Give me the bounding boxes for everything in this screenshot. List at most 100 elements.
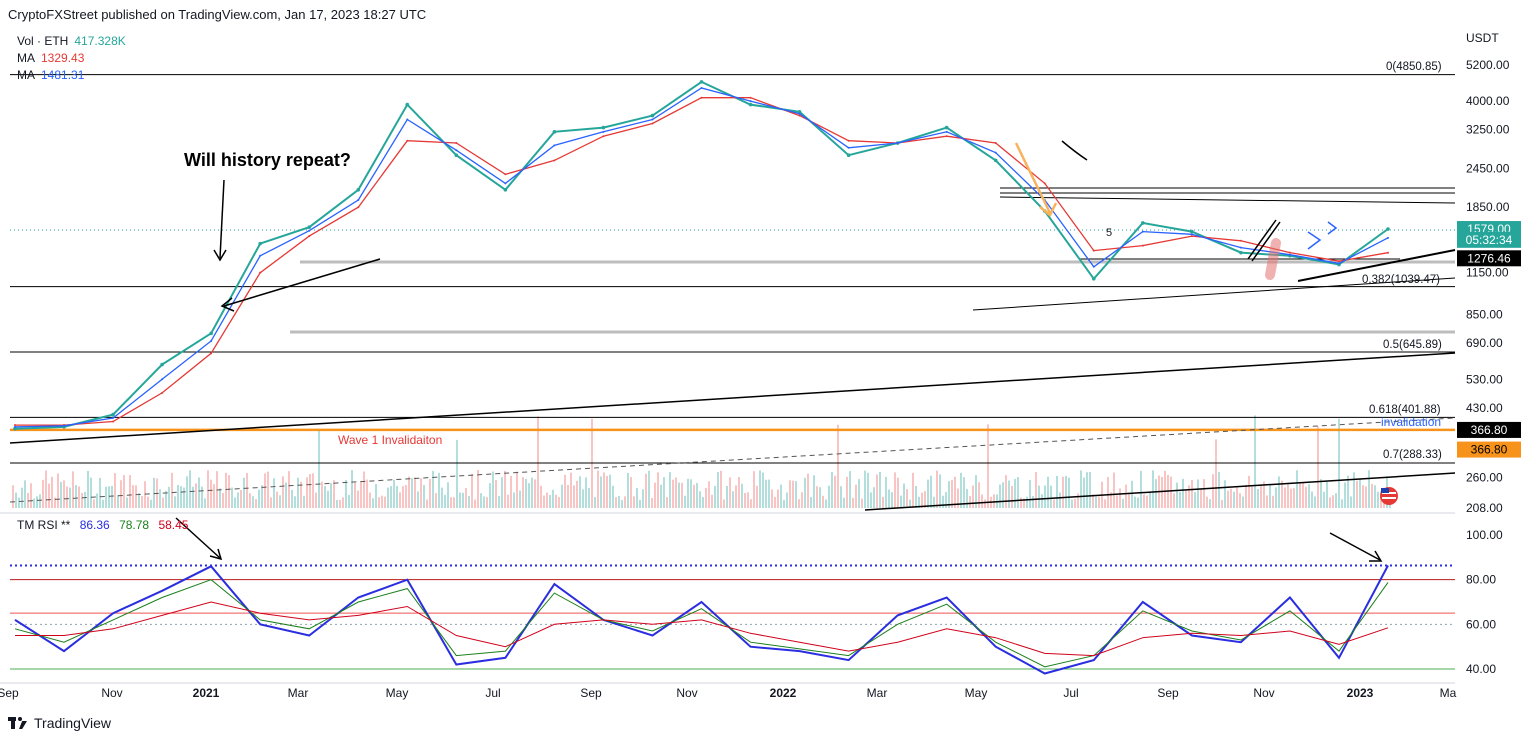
volume-bar	[924, 491, 926, 508]
volume-bar	[681, 482, 683, 508]
rsi-legend[interactable]: TM RSI ** 86.36 78.78 58.45	[17, 518, 194, 532]
volume-bar	[1383, 499, 1385, 508]
volume-bar	[432, 471, 434, 508]
footer-brand[interactable]: TradingView	[8, 715, 111, 731]
volume-bar	[1155, 479, 1157, 508]
volume-bar	[1095, 496, 1097, 508]
volume-bar	[567, 484, 569, 508]
volume-bar	[258, 489, 260, 508]
volume-bar	[183, 487, 185, 508]
volume-bar	[1146, 495, 1148, 508]
price-point	[896, 142, 899, 145]
volume-bar	[852, 497, 854, 508]
volume-bar	[651, 497, 653, 508]
volume-bar	[1152, 470, 1154, 508]
volume-bar	[831, 471, 833, 508]
volume-bar	[525, 478, 527, 508]
legend-ma-1[interactable]: MA 1329.43	[17, 50, 126, 67]
price-tick-label: 690.00	[1466, 336, 1503, 350]
volume-bar	[48, 483, 50, 508]
volume-bar	[795, 481, 797, 508]
arrow-head-2	[220, 297, 235, 312]
volume-bar	[288, 471, 290, 508]
volume-bar	[90, 477, 92, 508]
volume-bar	[1320, 479, 1322, 508]
volume-bar	[630, 477, 632, 508]
volume-bar	[633, 496, 635, 508]
volume-bar	[24, 480, 26, 508]
price-point	[700, 96, 703, 99]
volume-bar	[396, 486, 398, 508]
volume-bar	[1056, 476, 1058, 508]
volume-bar	[1260, 485, 1262, 508]
legend-volume[interactable]: Vol · ETH 417.328K	[17, 33, 126, 50]
volume-bar	[1224, 480, 1226, 508]
volume-bar	[921, 492, 923, 508]
price-series	[13, 80, 1390, 431]
volume-bar	[441, 487, 443, 508]
volume-bar	[1071, 499, 1073, 508]
volume-bar	[510, 476, 512, 508]
price-axis[interactable]: 5200.00 4000.00 3250.00 2450.00 1850.00 1150.…	[1466, 58, 1510, 515]
volume-bar	[522, 477, 524, 508]
volume-bar	[1215, 439, 1217, 508]
volume-bar	[123, 475, 125, 508]
volume-bar	[1212, 474, 1214, 508]
rsi-tick-label: 60.00	[1466, 617, 1496, 631]
price-point	[1141, 244, 1144, 247]
legend-ma-2[interactable]: MA 1481.31	[17, 67, 126, 84]
price-tick-label: 1850.00	[1466, 200, 1510, 214]
price-tag-text: 05:32:34	[1466, 233, 1513, 247]
volume-bar	[687, 478, 689, 508]
volume-bar	[756, 485, 758, 508]
volume-bar	[1011, 485, 1013, 508]
volume-bar	[870, 492, 872, 508]
volume-bar	[291, 489, 293, 508]
price-point	[1190, 229, 1194, 234]
volume-bar	[1266, 495, 1268, 508]
volume-bar	[252, 496, 254, 508]
volume-bar	[1134, 496, 1136, 508]
price-point	[112, 417, 115, 420]
volume-bar	[135, 485, 137, 508]
rsi-axis[interactable]: 100.00 80.00 60.00 40.00	[1466, 528, 1503, 676]
legend-label: Vol · ETH	[17, 34, 69, 48]
volume-bar	[273, 478, 275, 508]
volume-bar	[684, 495, 686, 508]
price-tag-bg	[1457, 441, 1521, 458]
volume-bar	[459, 492, 461, 508]
volume-bar	[1272, 495, 1274, 508]
volume-bar	[909, 499, 911, 508]
volume-bar	[867, 472, 869, 508]
volume-bar	[1263, 481, 1265, 508]
volume-bar	[741, 483, 743, 508]
volume-bar	[438, 472, 440, 508]
volume-bar	[957, 488, 959, 508]
time-axis[interactable]: Sep Nov 2021 Mar May Jul Sep Nov 2022 Mar May Jul Se…	[0, 686, 1457, 700]
volume-bar	[672, 479, 674, 508]
price-point	[847, 139, 850, 142]
volume-bar	[606, 476, 608, 508]
price-point	[1239, 246, 1242, 249]
price-point	[1239, 239, 1242, 242]
volume-bar	[612, 485, 614, 508]
price-tag: 366.80	[1457, 441, 1521, 458]
volume-bar	[300, 481, 302, 508]
time-tick-label: Nov	[1253, 686, 1274, 700]
currency-label[interactable]: USDT	[1466, 31, 1499, 45]
volume-bar	[768, 479, 770, 508]
volume-bar	[249, 493, 251, 508]
long-trendline	[9, 352, 1456, 444]
volume-bar	[747, 492, 749, 508]
volume-bar	[312, 473, 314, 508]
volume-bar	[711, 494, 713, 508]
price-point	[307, 225, 312, 230]
volume-bar	[1239, 493, 1241, 508]
volume-bar	[531, 477, 533, 508]
volume-bar	[660, 484, 662, 508]
volume-bar	[582, 489, 584, 508]
volume-bar	[303, 495, 305, 508]
price-point	[308, 235, 311, 238]
